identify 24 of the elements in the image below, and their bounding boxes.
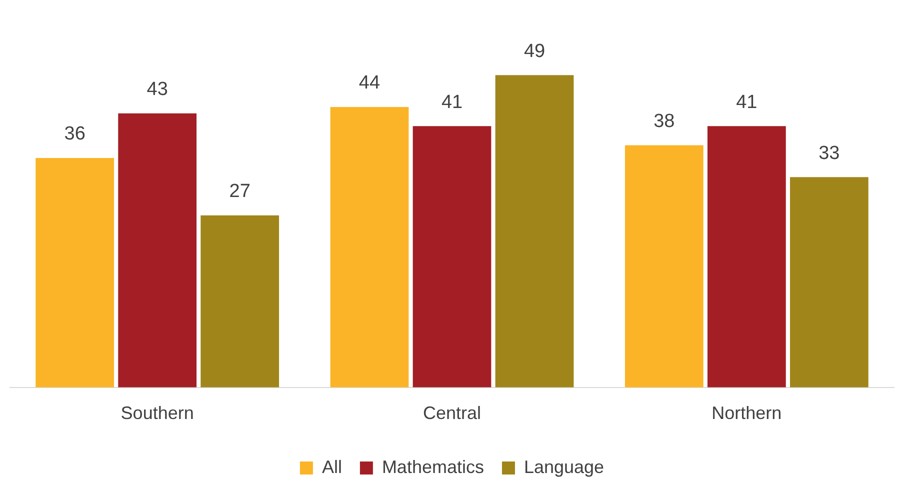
data-label: 49 xyxy=(524,40,546,62)
data-label: 33 xyxy=(818,142,840,164)
x-tick-label: Central xyxy=(422,403,482,424)
bar xyxy=(495,75,574,388)
bar xyxy=(707,126,786,388)
data-label: 38 xyxy=(654,110,675,132)
data-label: 27 xyxy=(229,181,250,202)
legend-label: Mathematics xyxy=(382,456,484,477)
data-label: 36 xyxy=(64,124,86,145)
bar xyxy=(790,177,868,388)
legend-label: Language xyxy=(524,456,604,477)
data-label: 41 xyxy=(441,92,463,113)
x-tick-label: Northern xyxy=(712,403,782,424)
bar xyxy=(118,113,197,388)
data-label: 44 xyxy=(358,72,380,94)
bar xyxy=(624,145,704,388)
data-label: 43 xyxy=(146,79,168,100)
data-label: 41 xyxy=(736,92,758,113)
bar xyxy=(412,126,492,388)
bar xyxy=(36,158,114,388)
legend-label: All xyxy=(322,456,342,477)
bar xyxy=(200,215,280,388)
x-tick-label: Southern xyxy=(120,403,194,424)
bar xyxy=(330,106,409,388)
